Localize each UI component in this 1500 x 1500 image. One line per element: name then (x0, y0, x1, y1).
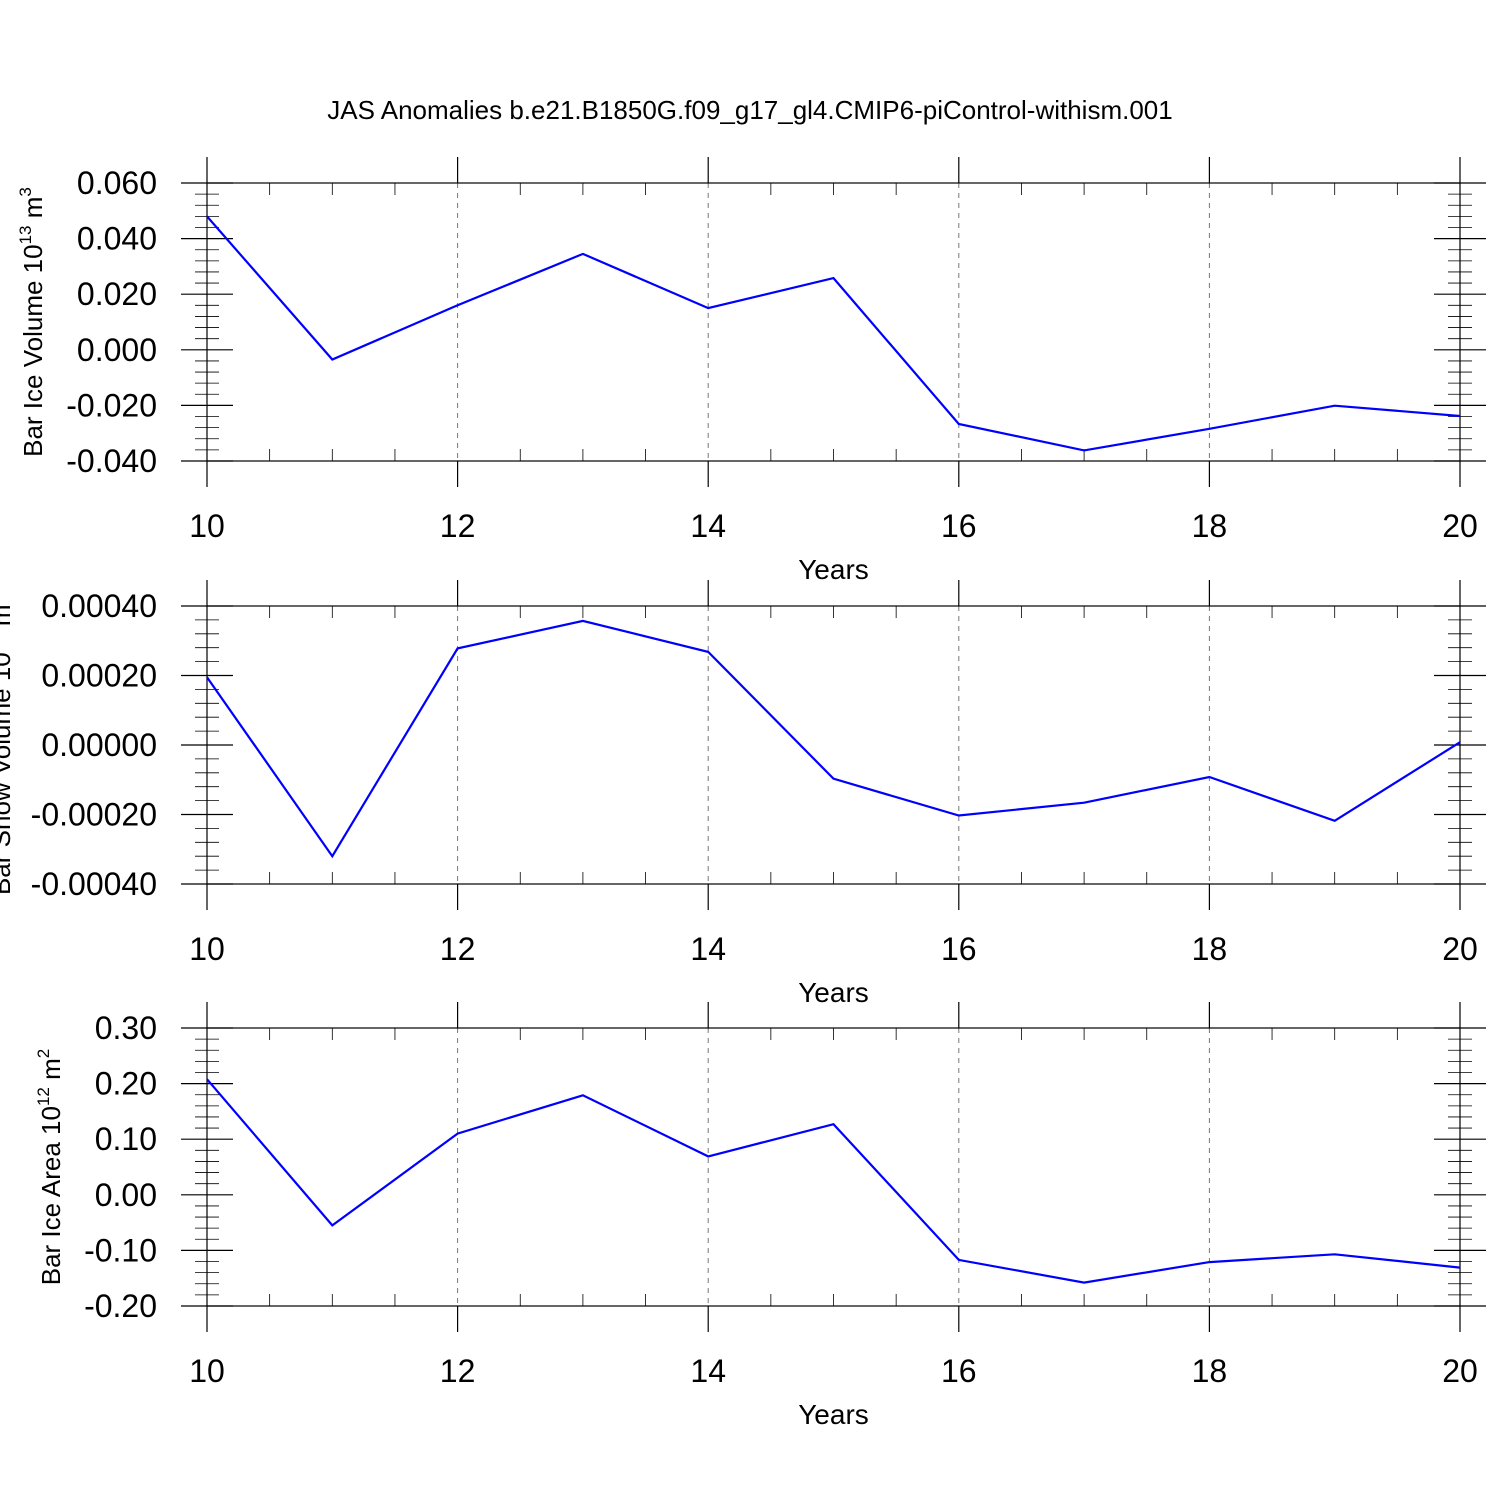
y-tick-label: 0.000 (77, 332, 157, 368)
y-tick-label: -0.00040 (31, 866, 157, 902)
plot-frame (206, 1027, 1461, 1307)
x-tick-label: 14 (690, 931, 726, 967)
y-axis-label-unit-exponent: 3 (0, 595, 3, 604)
x-tick-label: 14 (690, 508, 726, 544)
x-tick-label: 18 (1192, 508, 1228, 544)
panel-3: 10 12 14 16 18 20 Years 0.30 0.20 0.10 0.00 -0.10 -0… (34, 1002, 1486, 1430)
y-axis-label: Bar Snow Volume 1013 m3 (0, 595, 16, 895)
y-tick-label: 0.10 (95, 1121, 157, 1157)
y-axis-label-exponent: 13 (0, 633, 3, 652)
y-tick-label: 0.20 (95, 1066, 157, 1102)
y-tick-label: -0.20 (84, 1288, 157, 1324)
x-tick-label: 12 (440, 931, 476, 967)
chart-panels: 10 12 14 16 18 20 Years 0.060 0.040 0.020 0.000 -0.… (0, 157, 1486, 1430)
plot-frame (206, 182, 1461, 462)
x-tick-label: 12 (440, 508, 476, 544)
x-tick-label: 18 (1192, 1353, 1228, 1389)
y-tick-label: -0.00020 (31, 797, 157, 833)
x-axis-label: Years (798, 1399, 869, 1430)
x-tick-label: 10 (189, 508, 225, 544)
y-axis-label-text: Bar Ice Volume 10 (18, 244, 48, 456)
plot-frame (206, 605, 1461, 885)
y-axis-label-unit: m (36, 1058, 66, 1087)
y-tick-label: -0.040 (66, 443, 157, 479)
x-tick-label: 12 (440, 1353, 476, 1389)
x-tick-label: 20 (1442, 508, 1478, 544)
y-axis-label: Bar Ice Area 1012 m2 (34, 1049, 66, 1286)
chart-title: JAS Anomalies b.e21.B1850G.f09_g17_gl4.C… (327, 95, 1172, 125)
y-tick-label: 0.00000 (41, 727, 157, 763)
y-axis-label-exponent: 13 (16, 225, 35, 244)
x-tick-label: 16 (941, 1353, 977, 1389)
x-tick-label: 16 (941, 931, 977, 967)
y-axis-label-text: Bar Ice Area 10 (36, 1106, 66, 1285)
x-tick-label: 10 (189, 931, 225, 967)
y-tick-label: 0.00040 (41, 588, 157, 624)
y-tick-label: 0.060 (77, 165, 157, 201)
y-axis-label-unit: m (0, 604, 16, 633)
y-tick-label: 0.020 (77, 276, 157, 312)
panel-1: 10 12 14 16 18 20 Years 0.060 0.040 0.020 0.000 -0.… (16, 157, 1486, 585)
x-axis-label: Years (798, 554, 869, 585)
y-axis-label: Bar Ice Volume 1013 m3 (16, 187, 48, 457)
y-tick-label: -0.10 (84, 1232, 157, 1268)
y-tick-label: 0.30 (95, 1010, 157, 1046)
series-line (206, 619, 1461, 859)
series-line (206, 215, 1461, 452)
y-axis-label-unit-exponent: 2 (34, 1049, 53, 1058)
y-axis-label-unit-exponent: 3 (16, 187, 35, 196)
x-tick-label: 18 (1192, 931, 1228, 967)
x-tick-label: 10 (189, 1353, 225, 1389)
y-tick-label: 0.040 (77, 221, 157, 257)
y-tick-label: -0.020 (66, 387, 157, 423)
x-axis-label: Years (798, 977, 869, 1008)
x-tick-label: 20 (1442, 931, 1478, 967)
y-axis-label-text: Bar Snow Volume 10 (0, 652, 16, 895)
x-tick-label: 14 (690, 1353, 726, 1389)
series-line (206, 1078, 1461, 1284)
y-tick-label: 0.00020 (41, 658, 157, 694)
panel-2: 10 12 14 16 18 20 Years 0.00040 0.00020 0.00000 -0… (0, 580, 1486, 1008)
x-tick-label: 16 (941, 508, 977, 544)
y-tick-label: 0.00 (95, 1177, 157, 1213)
x-tick-label: 20 (1442, 1353, 1478, 1389)
y-axis-label-exponent: 12 (34, 1087, 53, 1106)
y-axis-label-unit: m (18, 197, 48, 226)
